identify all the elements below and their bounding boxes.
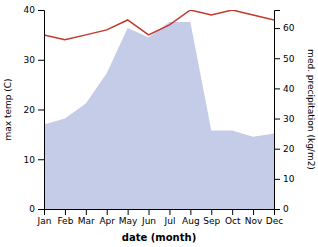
tick: Oct [225, 209, 241, 226]
tick-mark [38, 159, 44, 160]
tick: Dec [266, 209, 283, 226]
tick-label: 30 [283, 114, 295, 124]
marks [44, 10, 274, 209]
axis-line [45, 210, 275, 216]
tick: Nov [245, 209, 263, 226]
tick-mark [169, 209, 170, 215]
tick-label: Feb [57, 216, 73, 226]
tick-mark [128, 209, 129, 215]
tick: 40 [24, 5, 44, 15]
y-axis: 0 10 20 30 40 [24, 5, 45, 214]
tick-mark [86, 209, 87, 215]
tick: 60 [274, 23, 295, 33]
axis-line [275, 11, 281, 210]
tick: 0 [274, 204, 289, 214]
tick-label: 30 [24, 55, 36, 65]
plot: JanFebMarAprMayJunJulAugSepOctNovDec0102… [24, 5, 295, 226]
tick: 50 [274, 54, 295, 64]
tick-label: 60 [283, 23, 295, 33]
tick-label: 40 [24, 5, 36, 15]
tick-mark [38, 209, 44, 210]
tick-mark [274, 179, 280, 180]
tick-label: 50 [283, 54, 295, 64]
tick-label: 0 [29, 204, 35, 214]
tick-label: Sep [203, 216, 220, 226]
tick-mark [107, 209, 108, 215]
tick: Mar [78, 209, 95, 226]
tick: Jan [37, 209, 52, 226]
tick-mark [274, 28, 280, 29]
tick-label: Apr [99, 216, 115, 226]
tick: May [119, 209, 138, 226]
tick: 30 [24, 55, 44, 65]
tick: 20 [274, 144, 295, 154]
axis-line [38, 11, 45, 210]
tick-mark [38, 10, 44, 11]
tick-label: Dec [266, 216, 283, 226]
tick: 20 [24, 105, 44, 115]
tick-mark [274, 58, 280, 59]
tick-label: Jun [141, 216, 156, 226]
x-axis: Jan Feb Mar Apr MayJun Jul AugSep Oct NovDec [37, 209, 284, 226]
tick-label: 10 [24, 155, 36, 165]
y2-axis: 0 10 20 30 40 50 60 [274, 11, 295, 215]
tick: Aug [182, 209, 200, 226]
temperature-line [44, 10, 274, 40]
tick-label: 40 [283, 84, 295, 94]
tick-mark [274, 119, 280, 120]
tick-mark [274, 209, 280, 210]
tick: Jun [141, 209, 156, 226]
tick-mark [65, 209, 66, 215]
tick-label: Nov [245, 216, 263, 226]
tick-mark [253, 209, 254, 215]
tick-mark [274, 88, 280, 89]
y-axis-title: max temp (C) [3, 78, 13, 140]
x-axis-title: date (month) [122, 232, 196, 243]
tick: Apr [99, 209, 115, 226]
tick-label: Jul [164, 216, 176, 226]
chart: JanFebMarAprMayJunJulAugSepOctNovDec0102… [0, 0, 318, 247]
tick-label: Aug [182, 216, 200, 226]
tick: Sep [203, 209, 220, 226]
tick-label: May [119, 216, 138, 226]
tick-label: 0 [283, 204, 289, 214]
y2-axis-title: med. precipitation (kg/m2) [306, 49, 316, 170]
tick: 10 [24, 155, 44, 165]
tick: Feb [57, 209, 73, 226]
precipitation-area [44, 22, 274, 209]
tick-mark [274, 149, 280, 150]
tick-label: 10 [283, 174, 295, 184]
tick-label: 20 [24, 105, 36, 115]
tick: Jul [164, 209, 176, 226]
tick-label: Mar [78, 216, 95, 226]
tick-label: Jan [37, 216, 52, 226]
tick: 10 [274, 174, 295, 184]
tick-mark [190, 209, 191, 215]
tick-mark [232, 209, 233, 215]
tick-label: 20 [283, 144, 295, 154]
tick-mark [211, 209, 212, 215]
tick: 40 [274, 84, 295, 94]
tick: 30 [274, 114, 295, 124]
tick: 0 [29, 204, 44, 214]
tick-mark [38, 110, 44, 111]
tick-mark [38, 60, 44, 61]
tick-label: Oct [225, 216, 241, 226]
tick-mark [149, 209, 150, 215]
